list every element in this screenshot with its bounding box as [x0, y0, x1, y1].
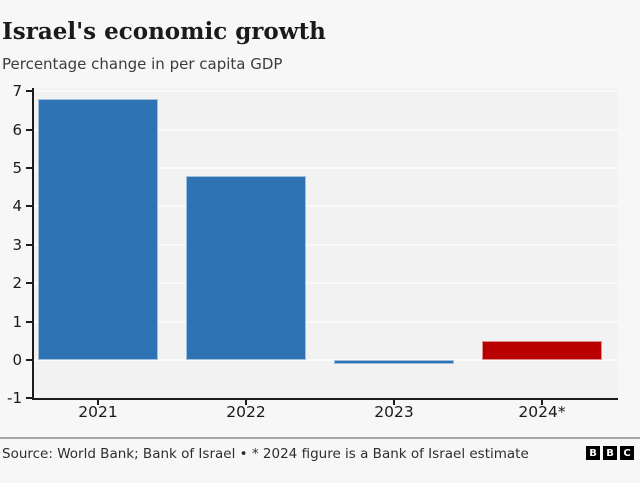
bar-2024*: [482, 340, 602, 360]
x-tick-2021: [97, 400, 99, 405]
y-tick-label--1: -1: [7, 389, 22, 408]
y-tick-2: [26, 282, 32, 285]
y-tick-4: [26, 205, 32, 208]
x-axis-line: [32, 398, 618, 400]
y-tick-label-0: 0: [12, 351, 22, 369]
bbc-logo-letter-3: C: [620, 446, 634, 460]
x-tick-label-2022: 2022: [226, 403, 266, 421]
x-tick-2024*: [541, 400, 543, 405]
bar-2021: [38, 98, 158, 360]
y-tick-label-4: 4: [12, 197, 22, 216]
bbc-logo-letter-2: B: [603, 446, 617, 460]
gridline-4: [34, 205, 618, 208]
bar-2023: [334, 360, 454, 364]
bar-2022: [186, 175, 306, 360]
y-tick-7: [26, 90, 32, 93]
y-tick-label-5: 5: [12, 159, 22, 177]
source-attribution: Source: World Bank; Bank of Israel • * 2…: [2, 446, 529, 462]
x-tick-label-2021: 2021: [78, 403, 118, 421]
chart-title: Israel's economic growth: [2, 18, 326, 45]
y-tick-0: [26, 359, 32, 361]
bbc-logo-letter-1: B: [586, 446, 600, 460]
gridline-2: [34, 282, 618, 285]
gridline-3: [34, 243, 618, 246]
y-tick-label-7: 7: [12, 82, 22, 101]
chart-subtitle: Percentage change in per capita GDP: [2, 55, 283, 73]
y-tick-label-2: 2: [12, 274, 22, 293]
gridline-0: [34, 359, 618, 361]
y-tick-1: [26, 320, 32, 323]
y-tick-label-1: 1: [12, 312, 22, 331]
gridline-5: [34, 167, 618, 169]
x-tick-label-2024*: 2024*: [518, 403, 566, 421]
gridline-1: [34, 320, 618, 323]
gridline-7: [34, 90, 618, 93]
footer-divider: [0, 437, 640, 439]
x-tick-label-2023: 2023: [374, 403, 414, 421]
y-tick-label-3: 3: [12, 235, 22, 254]
y-tick-label-6: 6: [12, 120, 22, 139]
x-tick-2022: [245, 400, 247, 405]
y-tick-6: [26, 128, 32, 131]
x-tick-2023: [393, 400, 395, 405]
y-tick-3: [26, 243, 32, 246]
y-tick--1: [26, 397, 32, 400]
gridline-6: [34, 128, 618, 131]
y-tick-5: [26, 167, 32, 169]
y-axis-line: [32, 88, 34, 400]
